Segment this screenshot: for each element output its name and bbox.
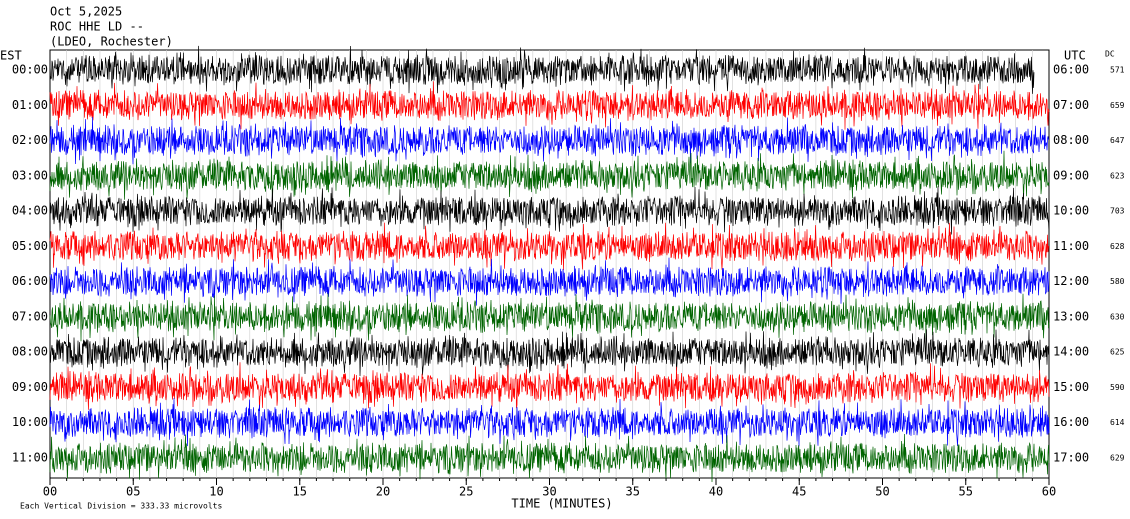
dc-value: 659 — [1110, 101, 1125, 110]
x-tick-label: 45 — [792, 485, 806, 499]
x-tick-label: 10 — [209, 485, 223, 499]
x-tick-label: 25 — [459, 485, 473, 499]
x-tick-label: 50 — [875, 485, 889, 499]
trace — [49, 329, 1050, 377]
trace — [49, 81, 1050, 130]
utc-label: 10:00 — [1053, 204, 1089, 218]
est-label: 10:00 — [12, 415, 48, 429]
dc-value: 571 — [1110, 66, 1125, 75]
utc-label: 09:00 — [1053, 168, 1089, 182]
utc-label: 08:00 — [1053, 133, 1089, 147]
est-label: 05:00 — [12, 239, 48, 253]
x-tick-label: 30 — [542, 485, 556, 499]
x-tick-label: 20 — [376, 485, 390, 499]
title-line: Oct 5,2025 — [50, 5, 122, 19]
right-axis-label: UTC — [1064, 49, 1086, 63]
x-tick-label: 05 — [126, 485, 140, 499]
dc-value: 625 — [1110, 348, 1125, 357]
est-label: 06:00 — [12, 274, 48, 288]
x-tick-label: 40 — [709, 485, 723, 499]
utc-label: 17:00 — [1053, 451, 1089, 465]
trace — [49, 116, 1050, 165]
est-label: 00:00 — [12, 63, 48, 77]
dc-label: DC — [1105, 50, 1115, 59]
title-line: (LDEO, Rochester) — [50, 35, 173, 49]
est-label: 09:00 — [12, 380, 48, 394]
trace — [49, 397, 1050, 447]
dc-value: 703 — [1110, 207, 1125, 216]
x-tick-label: 60 — [1042, 485, 1056, 499]
x-tick-label: 55 — [959, 485, 973, 499]
utc-label: 12:00 — [1053, 274, 1089, 288]
dc-value: 580 — [1110, 277, 1125, 286]
dc-value: 628 — [1110, 242, 1125, 251]
utc-label: 07:00 — [1053, 98, 1089, 112]
est-label: 04:00 — [12, 204, 48, 218]
trace — [49, 222, 1050, 271]
utc-label: 14:00 — [1053, 345, 1089, 359]
trace — [49, 293, 1050, 342]
utc-label: 06:00 — [1053, 63, 1089, 77]
est-label: 02:00 — [12, 133, 48, 147]
x-axis-label: TIME (MINUTES) — [511, 497, 612, 511]
utc-label: 15:00 — [1053, 380, 1089, 394]
dc-value: 629 — [1110, 454, 1125, 463]
footer: Each Vertical Division = 333.33 microvol… — [20, 502, 222, 511]
utc-label: 11:00 — [1053, 239, 1089, 253]
trace — [49, 433, 1050, 483]
est-label: 11:00 — [12, 451, 48, 465]
dc-value: 590 — [1110, 383, 1125, 392]
trace — [49, 362, 1050, 411]
utc-label: 16:00 — [1053, 415, 1089, 429]
dc-value: 630 — [1110, 312, 1125, 321]
title-line: ROC HHE LD -- — [50, 20, 144, 34]
dc-value: 623 — [1110, 171, 1125, 180]
est-label: 01:00 — [12, 98, 48, 112]
trace — [49, 186, 1050, 235]
x-tick-label: 00 — [43, 485, 57, 499]
trace — [49, 45, 1035, 94]
dc-value: 647 — [1110, 136, 1125, 145]
est-label: 08:00 — [12, 345, 48, 359]
x-tick-label: 35 — [626, 485, 640, 499]
est-label: 07:00 — [12, 309, 48, 323]
trace — [49, 257, 1050, 306]
trace — [49, 150, 1050, 201]
est-label: 03:00 — [12, 168, 48, 182]
utc-label: 13:00 — [1053, 309, 1089, 323]
x-tick-label: 15 — [293, 485, 307, 499]
dc-value: 614 — [1110, 418, 1125, 427]
left-axis-label: EST — [0, 49, 22, 63]
